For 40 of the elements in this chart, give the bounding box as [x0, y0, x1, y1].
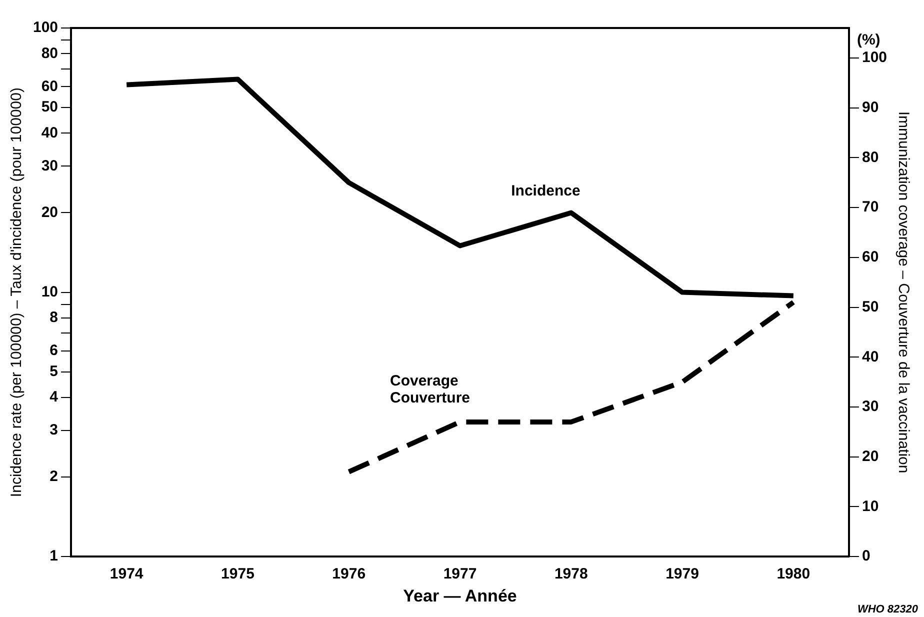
- y-tick-label: 4: [50, 388, 59, 406]
- y-tick-label: 100: [32, 19, 58, 36]
- y-tick-label: 10: [41, 283, 58, 300]
- y-tick-label: 50: [41, 98, 58, 116]
- series-label: Incidence: [511, 182, 580, 200]
- y2-tick-label: 80: [862, 148, 879, 166]
- y-tick-label: 30: [41, 157, 58, 174]
- x-tick-label: 1977: [443, 566, 477, 583]
- text: WHO 82320: [857, 604, 919, 616]
- y-axis-title: Incidence rate (per 100000) – Taux d'incidence (pour 100000): [8, 88, 26, 498]
- y-tick-label: 3: [50, 422, 58, 439]
- y2-tick-label: 60: [862, 248, 879, 266]
- x-tick-label: 1976: [332, 566, 366, 583]
- y2-axis-title: Immunization coverage – Couverture de la vaccination: [894, 111, 912, 474]
- x-axis-title: Year — Année: [403, 586, 517, 606]
- y-tick-label: 5: [50, 363, 58, 380]
- y-tick-label: 1: [50, 548, 58, 565]
- x-tick-label: 1975: [221, 566, 254, 583]
- y2-tick-label: 10: [862, 498, 879, 515]
- y2-tick-label: 20: [862, 448, 879, 466]
- y2-tick-label: 50: [862, 298, 879, 316]
- y-tick-label: 80: [41, 44, 58, 62]
- y2-tick-label: 100: [862, 49, 888, 66]
- x-tick-label: 1980: [776, 566, 810, 583]
- x-tick-label: 1974: [110, 566, 144, 583]
- series-label: Coverage Couverture: [390, 372, 470, 407]
- x-tick-label: 1978: [554, 566, 588, 583]
- y-tick-label: 60: [41, 78, 58, 95]
- y2-tick-label: 0: [862, 548, 870, 565]
- x-tick-label: 1979: [666, 566, 699, 583]
- y-tick-label: 40: [41, 124, 58, 142]
- y2-tick-label: 70: [862, 198, 879, 216]
- y-tick-label: 2: [50, 468, 58, 486]
- y-tick-label: 6: [50, 342, 58, 360]
- y-tick-label: 8: [50, 309, 58, 326]
- y2-tick-label: 30: [862, 398, 879, 416]
- y2-tick-label: 40: [862, 348, 879, 366]
- text: (%): [856, 32, 880, 49]
- y2-tick-label: 90: [862, 98, 879, 116]
- y-tick-label: 20: [41, 204, 58, 221]
